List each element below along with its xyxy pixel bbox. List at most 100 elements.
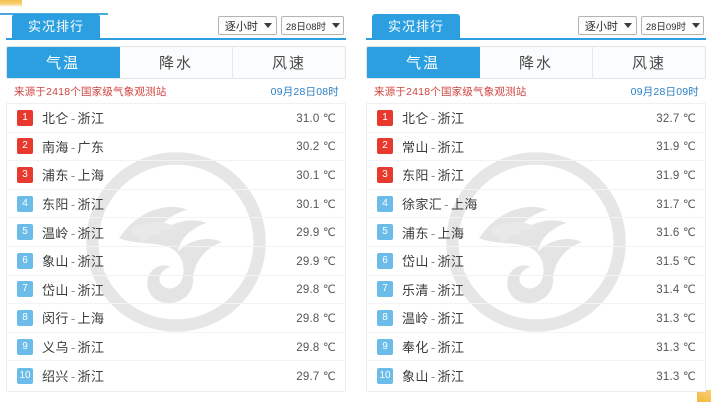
- ranking-rows: 1 北仑 - 浙江 32.7 ℃ 2 常山 - 浙江 31.9 ℃ 3 东阳 - 浙江 31…: [367, 104, 705, 390]
- station-separator: -: [430, 254, 436, 270]
- station-separator: -: [430, 168, 436, 184]
- rank-badge: 3: [17, 166, 33, 183]
- ranking-list: 1 北仑 - 浙江 31.0 ℃ 2 南海 - 广东 30.2 ℃ 3 浦东 - 上海 30…: [6, 104, 346, 392]
- rank-badge: 2: [17, 138, 33, 155]
- station-city: 奉化: [402, 340, 429, 356]
- source-text: 来源于2418个国家级气象观测站: [14, 85, 167, 98]
- station-province: 浙江: [437, 254, 465, 270]
- station-city: 象山: [42, 254, 69, 270]
- temperature-value: 29.8 ℃: [296, 312, 336, 325]
- panel-header-underline: [366, 38, 706, 40]
- tab-temperature[interactable]: 气温: [7, 47, 120, 78]
- table-row[interactable]: 9 奉化 - 浙江 31.3 ℃: [367, 333, 705, 362]
- source-row: 来源于2418个国家级气象观测站 09月28日08时: [6, 79, 346, 104]
- station-name: 温岭 - 浙江: [402, 308, 464, 327]
- rank-badge: 5: [377, 224, 393, 241]
- table-row[interactable]: 6 象山 - 浙江 29.9 ℃: [7, 247, 345, 276]
- temperature-value: 30.1 ℃: [296, 169, 336, 182]
- station-separator: -: [430, 369, 436, 385]
- temperature-value: 31.3 ℃: [656, 370, 696, 383]
- time-select[interactable]: 28日08时: [280, 16, 344, 35]
- tab-temperature[interactable]: 气温: [367, 47, 480, 78]
- table-row[interactable]: 4 东阳 - 浙江 30.1 ℃: [7, 190, 345, 219]
- source-time: 09月28日09时: [630, 85, 699, 98]
- tab-precipitation[interactable]: 降水: [120, 47, 233, 78]
- station-province: 浙江: [437, 168, 465, 184]
- station-name: 义乌 - 浙江: [42, 337, 104, 356]
- rank-badge: 9: [377, 338, 393, 355]
- table-row[interactable]: 7 岱山 - 浙江 29.8 ℃: [7, 276, 345, 305]
- panel-title: 实况排行: [12, 14, 101, 40]
- table-row[interactable]: 5 浦东 - 上海 31.6 ℃: [367, 218, 705, 247]
- station-city: 徐家汇: [402, 197, 443, 213]
- station-province: 浙江: [77, 111, 105, 127]
- temperature-value: 29.9 ℃: [296, 255, 336, 268]
- table-row[interactable]: 10 象山 - 浙江 31.3 ℃: [367, 361, 705, 390]
- temperature-value: 31.5 ℃: [656, 255, 696, 268]
- station-separator: -: [70, 254, 76, 270]
- source-text: 来源于2418个国家级气象观测站: [374, 85, 527, 98]
- station-province: 上海: [77, 311, 105, 327]
- temperature-value: 32.7 ℃: [656, 112, 696, 125]
- table-row[interactable]: 1 北仑 - 浙江 31.0 ℃: [7, 104, 345, 133]
- table-row[interactable]: 8 闵行 - 上海 29.8 ℃: [7, 304, 345, 333]
- table-row[interactable]: 5 温岭 - 浙江 29.9 ℃: [7, 218, 345, 247]
- station-separator: -: [70, 139, 76, 155]
- ranking-list: 1 北仑 - 浙江 32.7 ℃ 2 常山 - 浙江 31.9 ℃ 3 东阳 - 浙江 31…: [366, 104, 706, 392]
- station-separator: -: [70, 111, 76, 127]
- table-row[interactable]: 6 岱山 - 浙江 31.5 ℃: [367, 247, 705, 276]
- station-province: 浙江: [437, 369, 465, 385]
- station-separator: -: [70, 311, 76, 327]
- source-row: 来源于2418个国家级气象观测站 09月28日09时: [366, 79, 706, 104]
- rank-badge: 7: [377, 281, 393, 298]
- table-row[interactable]: 4 徐家汇 - 上海 31.7 ℃: [367, 190, 705, 219]
- table-row[interactable]: 10 绍兴 - 浙江 29.7 ℃: [7, 361, 345, 390]
- table-row[interactable]: 1 北仑 - 浙江 32.7 ℃: [367, 104, 705, 133]
- table-row[interactable]: 3 东阳 - 浙江 31.9 ℃: [367, 161, 705, 190]
- station-separator: -: [444, 197, 449, 213]
- rank-badge: 10: [377, 367, 393, 384]
- station-province: 上海: [437, 225, 465, 241]
- temperature-value: 31.3 ℃: [656, 341, 696, 354]
- station-name: 浦东 - 上海: [42, 165, 104, 184]
- station-province: 浙江: [437, 340, 465, 356]
- rank-badge: 7: [17, 281, 33, 298]
- table-row[interactable]: 2 南海 - 广东 30.2 ℃: [7, 133, 345, 162]
- station-province: 浙江: [437, 139, 465, 155]
- interval-select[interactable]: 逐小时: [217, 16, 277, 35]
- temperature-value: 31.0 ℃: [296, 112, 336, 125]
- tab-wind-speed[interactable]: 风速: [233, 47, 345, 78]
- station-province: 浙江: [77, 340, 105, 356]
- station-city: 温岭: [42, 225, 69, 241]
- station-separator: -: [70, 168, 76, 184]
- station-province: 浙江: [437, 311, 465, 327]
- temperature-value: 29.7 ℃: [296, 370, 336, 383]
- rank-badge: 6: [377, 252, 393, 269]
- panel-header-underline: [6, 38, 346, 40]
- tab-wind-speed[interactable]: 风速: [593, 47, 705, 78]
- station-separator: -: [430, 225, 436, 241]
- station-city: 岱山: [42, 282, 69, 298]
- station-city: 浦东: [402, 225, 429, 241]
- time-select-value: 28日08时: [285, 21, 326, 33]
- metric-tabs: 气温 降水 风速: [6, 46, 346, 79]
- table-row[interactable]: 7 乐清 - 浙江 31.4 ℃: [367, 276, 705, 305]
- table-row[interactable]: 9 义乌 - 浙江 29.8 ℃: [7, 333, 345, 362]
- interval-select[interactable]: 逐小时: [577, 16, 637, 35]
- table-row[interactable]: 8 温岭 - 浙江 31.3 ℃: [367, 304, 705, 333]
- tab-precipitation[interactable]: 降水: [480, 47, 593, 78]
- station-province: 浙江: [77, 282, 105, 298]
- table-row[interactable]: 3 浦东 - 上海 30.1 ℃: [7, 161, 345, 190]
- panel-header-controls: 逐小时 28日08时: [217, 16, 344, 35]
- rank-badge: 2: [377, 138, 393, 155]
- station-city: 岱山: [402, 254, 429, 270]
- station-province: 浙江: [77, 225, 105, 241]
- station-name: 岱山 - 浙江: [42, 280, 104, 299]
- station-city: 北仑: [402, 111, 429, 127]
- time-select[interactable]: 28日09时: [640, 16, 704, 35]
- metric-tabs: 气温 降水 风速: [366, 46, 706, 79]
- rank-badge: 8: [377, 309, 393, 326]
- station-province: 浙江: [437, 111, 465, 127]
- panel-title: 实况排行: [372, 14, 461, 40]
- table-row[interactable]: 2 常山 - 浙江 31.9 ℃: [367, 133, 705, 162]
